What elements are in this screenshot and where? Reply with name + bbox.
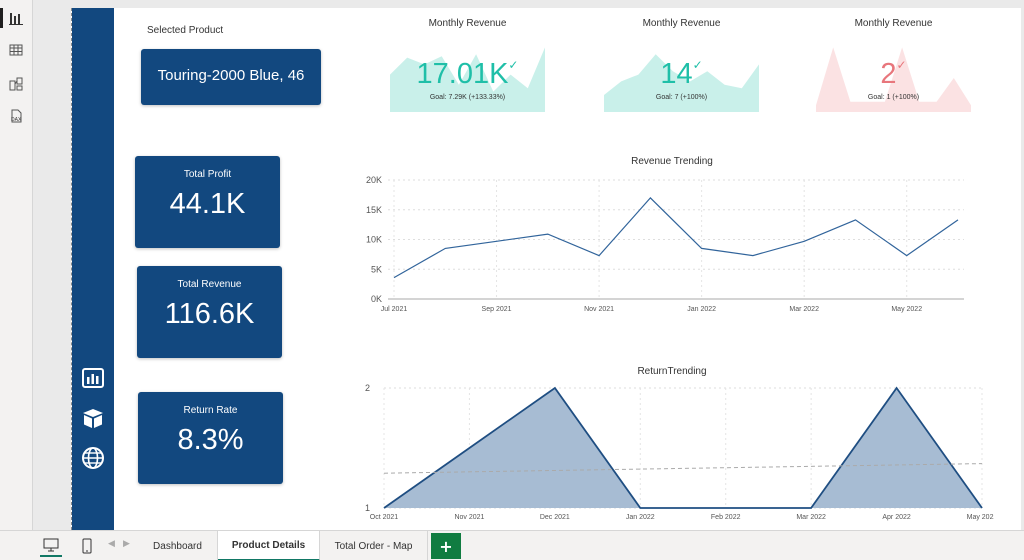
dax-query-icon[interactable]: DAX [6,106,26,126]
scroll-right-icon[interactable]: ▶ [123,539,130,549]
view-switcher-rail: DAX [0,0,33,530]
return-trending-chart[interactable]: 1 2 Oct 2021 Nov 2021 Dec 2021 Jan 2022 Feb 20… [334,378,994,528]
revenue-line [393,197,959,279]
table-view-icon[interactable] [6,40,26,60]
total-revenue-card[interactable]: Total Revenue 116.6K [137,266,282,358]
return-chart-title: ReturnTrending [637,366,707,377]
x-tick-label: Feb 2022 [711,514,741,521]
tab-dashboard[interactable]: Dashboard [138,531,218,560]
kpi-value-text: 2 [880,58,897,90]
total-profit-card[interactable]: Total Profit 44.1K [135,156,280,248]
check-icon: ✓ [692,58,703,72]
kpi-value: 14✓ [604,58,759,91]
card-value: 116.6K [164,298,255,330]
card-value: 44.1K [169,188,246,220]
kpi-sparkline [816,47,971,112]
report-nav-bar [72,8,114,530]
x-tick-label: Dec 2021 [540,514,570,521]
x-tick-label: Nov 2021 [454,514,484,521]
card-label: Total Revenue [177,279,242,290]
kpi-value-text: 17.01K [416,58,509,90]
x-tick-label: Mar 2022 [789,306,819,313]
kpi-title: Monthly Revenue [428,18,507,29]
revenue-trending-chart[interactable]: 0K 5K 10K 15K 20K Jul 2021 Sep 2021 Nov 2021 Jan… [334,168,974,318]
y-tick-label: 5K [371,264,382,274]
page-tab-bar: ◀ ▶ Dashboard Product Details Total Orde… [0,530,1024,560]
y-tick-label: 0K [371,294,382,304]
globe-nav-icon[interactable] [80,445,106,471]
check-icon: ✓ [896,58,907,72]
return-line [383,386,983,509]
x-tick-label: May 2022 [891,306,922,313]
kpi-sparkline-area [816,47,971,112]
kpi-monthly-orders[interactable]: Monthly Revenue 14✓ Goal: 7 (+100%) [604,16,759,112]
scroll-left-icon[interactable]: ◀ [108,539,115,549]
x-tick-label: Mar 2022 [796,514,826,521]
desktop-view-icon[interactable] [40,535,62,557]
return-rate-card[interactable]: Return Rate 8.3% [138,392,283,484]
selected-product-label: Selected Product [147,25,224,36]
box-nav-icon[interactable] [80,405,106,431]
kpi-value: 17.01K✓ [390,58,545,91]
kpi-value-text: 14 [660,58,693,90]
y-tick-label: 2 [365,383,370,393]
selected-product-card[interactable]: Touring-2000 Blue, 46 [141,49,321,105]
mobile-view-icon[interactable] [76,535,98,557]
card-label: Return Rate [183,405,238,416]
kpi-title: Monthly Revenue [854,18,933,29]
kpi-title: Monthly Revenue [642,18,721,29]
add-page-button[interactable]: + [431,533,461,559]
check-icon: ✓ [508,58,519,72]
report-view-icon[interactable] [6,8,26,28]
card-value: 8.3% [177,424,244,456]
y-tick-label: 20K [366,175,382,185]
x-tick-label: Sep 2021 [482,306,512,313]
report-canvas: Selected Product Touring-2000 Blue, 46 M… [33,0,1024,530]
kpi-sparkline [604,54,759,112]
kpi-sparkline-area [390,47,545,112]
kpi-sparkline [390,47,545,112]
x-tick-label: Apr 2022 [882,514,911,521]
bar-chart-nav-icon[interactable] [80,365,106,391]
tab-product-details[interactable]: Product Details [218,531,320,560]
x-tick-label: Jul 2021 [381,306,408,313]
kpi-sparkline-area [604,54,759,112]
y-tick-label: 15K [366,205,382,215]
report-page: Selected Product Touring-2000 Blue, 46 M… [71,8,1021,530]
y-tick-label: 1 [365,503,370,513]
revenue-chart-title: Revenue Trending [631,156,713,167]
card-label: Total Profit [183,169,232,180]
y-tick-label: 10K [366,235,382,245]
kpi-goal: Goal: 1 (+100%) [867,94,920,101]
return-area [384,388,982,508]
x-tick-label: Oct 2021 [370,514,399,521]
x-tick-label: Jan 2022 [687,306,716,313]
kpi-goal: Goal: 7 (+100%) [655,94,708,101]
kpi-value: 2✓ [816,58,971,91]
x-tick-label: May 2022 [967,514,994,521]
dax-label: DAX [11,117,22,123]
selected-product-value: Touring-2000 Blue, 46 [157,67,305,84]
trend-line [383,463,983,474]
kpi-monthly-revenue[interactable]: Monthly Revenue 17.01K✓ Goal: 7.29K (+13… [390,16,545,112]
kpi-monthly-returns[interactable]: Monthly Revenue 2✓ Goal: 1 (+100%) [816,16,971,112]
kpi-goal: Goal: 7.29K (+133.33%) [429,94,506,101]
tab-total-order-map[interactable]: Total Order - Map [320,531,428,560]
x-tick-label: Jan 2022 [626,514,655,521]
active-view-indicator [0,8,3,28]
x-tick-label: Nov 2021 [584,306,614,313]
model-view-icon[interactable] [6,74,26,94]
